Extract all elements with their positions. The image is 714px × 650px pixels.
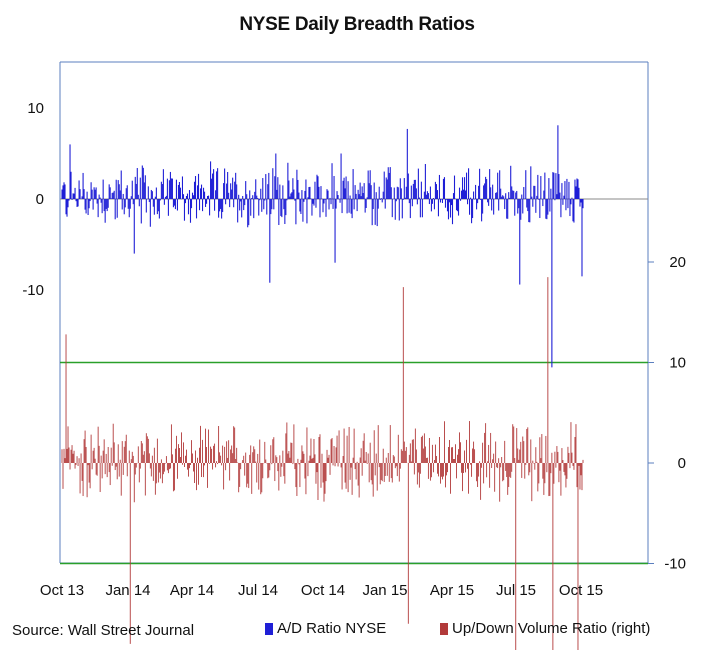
x-tick-label: Oct 13 [40, 582, 84, 599]
x-tick-label: Jul 14 [238, 582, 278, 599]
right-tick-label: 10 [669, 355, 686, 372]
x-tick-label: Oct 15 [559, 582, 603, 599]
chart-title: NYSE Daily Breadth Ratios [239, 14, 475, 35]
left-tick-label: 10 [27, 100, 44, 117]
legend-item-ad: A/D Ratio NYSE [265, 620, 386, 637]
x-tick-label: Apr 14 [170, 582, 214, 599]
left-tick-label: 0 [36, 191, 44, 208]
updown-volume-bars [61, 277, 584, 650]
x-tick-label: Apr 15 [430, 582, 474, 599]
legend-item-ud: Up/Down Volume Ratio (right) [440, 620, 650, 637]
left-tick-label: -10 [22, 282, 44, 299]
source-note: Source: Wall Street Journal [12, 622, 195, 639]
ad-ratio-bars [61, 125, 584, 368]
right-tick-label: 20 [669, 254, 686, 271]
plot-frame [59, 61, 649, 564]
legend-swatch-ud [440, 622, 448, 635]
right-tick-label: 0 [678, 455, 686, 472]
legend-swatch-ad [265, 622, 273, 635]
legend-label-ad: A/D Ratio NYSE [277, 620, 387, 637]
x-tick-label: Oct 14 [301, 582, 345, 599]
right-tick-label: -10 [664, 556, 686, 573]
x-tick-label: Jan 15 [362, 582, 407, 599]
legend-label-ud: Up/Down Volume Ratio (right) [452, 620, 651, 637]
x-axis-ticks: Oct 13 Jan 14 Apr 14 Jul 14 Oct 14 Jan 15 Apr … [40, 582, 603, 599]
x-tick-label: Jul 15 [496, 582, 536, 599]
reference-lines [60, 361, 648, 565]
left-axis-ticks: 10 0 -10 [22, 100, 44, 299]
x-tick-label: Jan 14 [105, 582, 150, 599]
